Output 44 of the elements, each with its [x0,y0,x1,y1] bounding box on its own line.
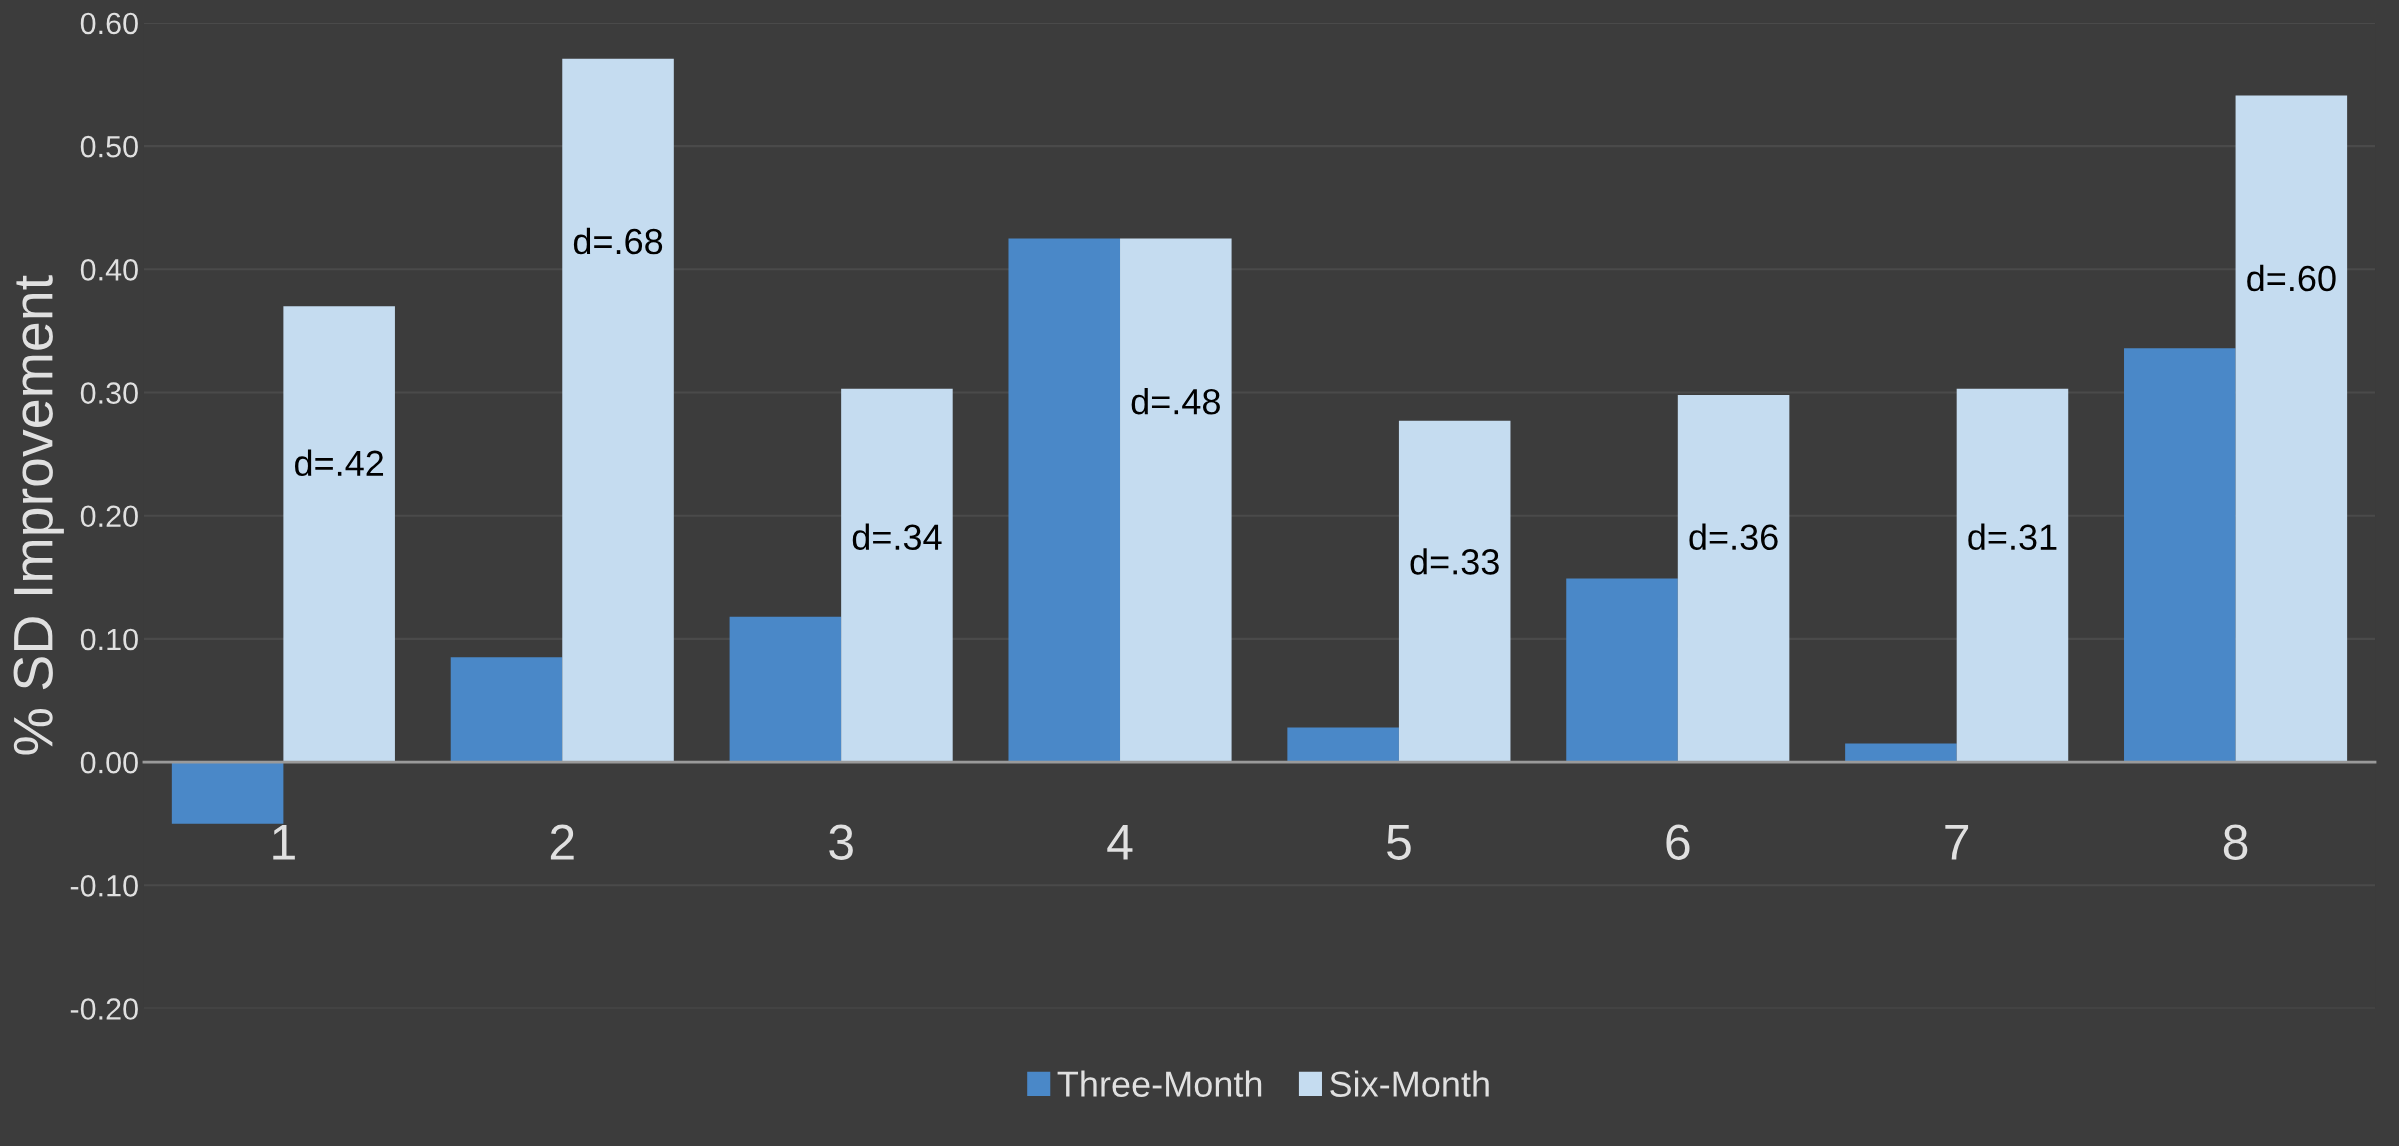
y-tick-label: 0.30 [80,382,138,404]
annotation: d=.60 [2247,264,2336,292]
bar [729,616,842,763]
bar [1956,388,2069,763]
legend-label: Six-Month [1330,1070,1489,1097]
y-tick-label: 0.40 [80,259,138,281]
y-tick-label: 0.00 [80,751,138,774]
annotation: d=.42 [294,449,384,477]
y-tick-label: 0.10 [80,628,138,651]
y-tick-label: 0.60 [80,12,138,35]
annotation: d=.31 [1968,523,2057,551]
annotation: d=.34 [852,523,942,551]
bar [1287,727,1399,763]
x-tick-label: 7 [1945,825,1969,860]
bar [1008,238,1121,763]
bar [1120,238,1232,763]
legend-label: Three-Month [1057,1070,1262,1097]
bar [283,306,395,763]
x-tick-label: 4 [1107,825,1133,860]
bar [2235,95,2348,763]
bar [562,58,674,763]
annotation: d=.33 [1410,548,1499,575]
y-tick-label: -0.10 [70,875,138,897]
annotation: d=.36 [1689,523,1778,551]
y-tick-label: 0.20 [80,505,138,528]
bar [171,762,284,824]
y-tick-label: -0.20 [70,998,138,1020]
x-tick-label: 3 [829,824,853,860]
annotation: d=.48 [1131,387,1220,415]
x-tick-label: 5 [1387,825,1411,860]
x-tick-label: 6 [1666,824,1690,860]
bar [1677,394,1790,763]
bar [2124,348,2236,763]
x-tick-label: 1 [273,825,295,860]
bar [1566,578,1678,763]
x-tick-label: 8 [2223,824,2248,860]
x-tick-label: 2 [550,824,574,860]
y-tick-label: 0.50 [80,135,138,158]
annotation: d=.68 [573,227,663,255]
bar [1398,420,1511,763]
bar [1845,743,1957,763]
bar [450,657,563,763]
bar [841,388,953,763]
y-axis-title: % SD Improvement [13,275,64,755]
